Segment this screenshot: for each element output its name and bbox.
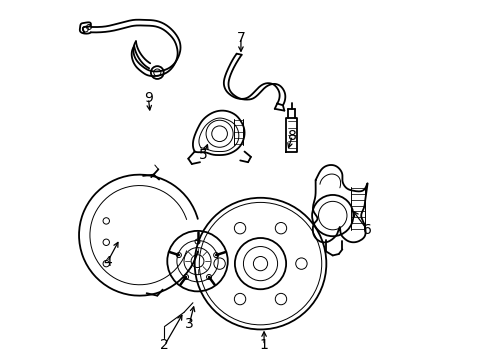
Text: 3: 3	[184, 317, 193, 331]
Text: 2: 2	[160, 338, 168, 352]
Text: 9: 9	[143, 91, 153, 105]
Text: 4: 4	[103, 255, 112, 269]
Text: 8: 8	[287, 129, 296, 143]
Text: 1: 1	[259, 338, 268, 352]
Text: 6: 6	[362, 223, 371, 237]
Text: 5: 5	[199, 148, 207, 162]
Text: 7: 7	[236, 31, 245, 45]
